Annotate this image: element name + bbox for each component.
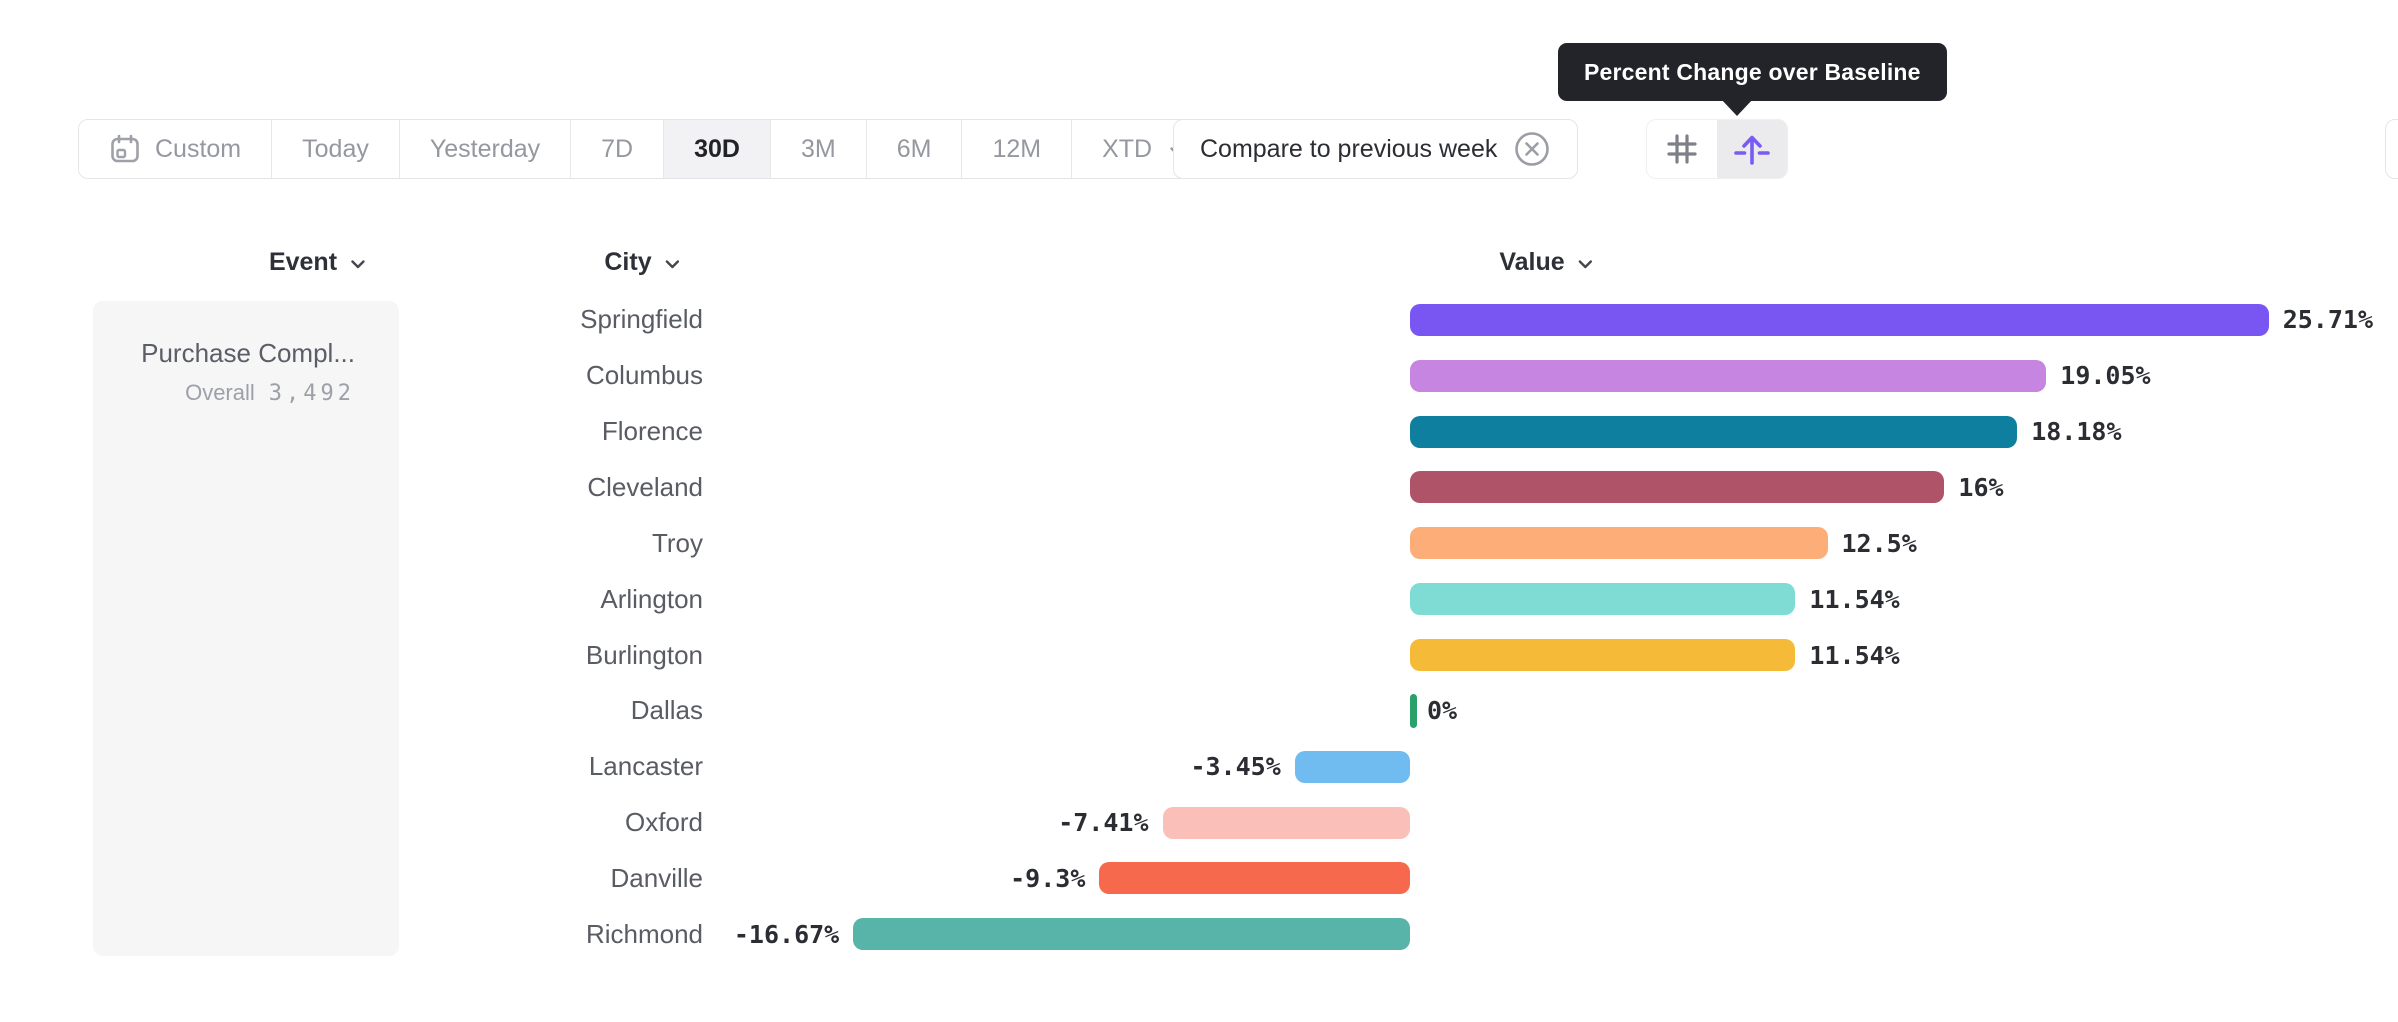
chart-row: Danville -9.3%: [0, 851, 2398, 907]
city-label: Cleveland: [587, 471, 703, 502]
chart-row: Springfield 25.71%: [0, 292, 2398, 348]
value-label: 0%: [1427, 696, 1458, 726]
value-bar[interactable]: [1410, 527, 1828, 560]
city-label: Troy: [651, 527, 703, 558]
event-title: Purchase Compl...: [141, 338, 355, 368]
value-label: -3.45%: [1190, 752, 1281, 782]
date-range-7d[interactable]: 7D: [571, 120, 665, 178]
value-bar[interactable]: [1410, 583, 1796, 616]
city-label: Columbus: [585, 360, 703, 391]
city-label: Springfield: [580, 304, 703, 335]
date-range-label: 12M: [992, 134, 1042, 163]
date-range-label: 6M: [896, 134, 932, 163]
event-overall-row: Overall 3,492: [113, 380, 355, 406]
column-header-city-label: City: [604, 247, 652, 276]
baseline-arrow-icon: [1732, 129, 1772, 169]
calendar-icon: [109, 133, 141, 165]
value-bar[interactable]: [1099, 862, 1410, 895]
date-range-12m[interactable]: 12M: [962, 120, 1073, 178]
column-header-event-label: Event: [268, 247, 338, 276]
value-bar[interactable]: [1162, 806, 1410, 839]
event-panel[interactable]: Purchase Compl... Overall 3,492: [93, 301, 399, 956]
chart-row: Columbus 19.05%: [0, 348, 2398, 404]
date-range-label: 3M: [800, 134, 836, 163]
chart-row: Arlington 11.54%: [0, 571, 2398, 627]
city-label: Arlington: [600, 583, 703, 614]
value-bar[interactable]: [1410, 693, 1417, 728]
city-label: Danville: [610, 862, 704, 893]
chevron-down-icon: [1578, 260, 1593, 269]
city-label: Burlington: [585, 639, 703, 670]
value-label: 11.54%: [1809, 584, 1900, 614]
value-bar[interactable]: [1294, 750, 1410, 783]
city-label: Lancaster: [588, 751, 703, 782]
value-label: 12.5%: [1841, 528, 1917, 558]
grid-view-button[interactable]: [1647, 120, 1717, 178]
value-bar[interactable]: [853, 918, 1410, 951]
edge-partial-button[interactable]: [2385, 119, 2398, 179]
value-bar[interactable]: [1410, 303, 2269, 336]
event-overall-label: Overall: [185, 379, 255, 405]
event-overall-value: 3,492: [268, 380, 355, 406]
value-bar[interactable]: [1410, 471, 1945, 504]
column-header-value[interactable]: Value: [1499, 246, 1596, 278]
chart-row: Dallas 0%: [0, 683, 2398, 739]
date-range-label: XTD: [1102, 134, 1153, 163]
date-range-label: Custom: [155, 134, 242, 163]
chart-row: Richmond -16.67%: [0, 906, 2398, 962]
column-header-event[interactable]: Event: [269, 246, 369, 278]
value-label: 16%: [1958, 472, 2004, 502]
date-range-label: 7D: [601, 134, 634, 163]
column-header-city[interactable]: City: [604, 246, 683, 278]
date-range-today[interactable]: Today: [272, 120, 400, 178]
tooltip: Percent Change over Baseline: [1558, 43, 1947, 101]
value-label: -7.41%: [1058, 808, 1149, 838]
date-range-custom[interactable]: Custom: [79, 120, 273, 178]
column-header-value-label: Value: [1499, 247, 1565, 276]
date-range-selector: Custom Today Yesterday 7D 30D 3M 6M 12M XTD: [78, 119, 1220, 179]
chart-row: Lancaster -3.45%: [0, 739, 2398, 795]
chevron-down-icon: [665, 260, 680, 269]
value-label: 19.05%: [2060, 361, 2151, 391]
value-bar[interactable]: [1410, 415, 2018, 448]
value-label: 25.71%: [2282, 305, 2374, 335]
value-label: 18.18%: [2031, 417, 2122, 447]
city-label: Dallas: [630, 695, 703, 726]
date-range-6m[interactable]: 6M: [866, 120, 963, 178]
date-range-3m[interactable]: 3M: [770, 120, 867, 178]
value-label: -9.3%: [1010, 863, 1086, 893]
date-range-label: Yesterday: [429, 134, 541, 163]
chart-row: Cleveland 16%: [0, 460, 2398, 516]
toolbar: Custom Today Yesterday 7D 30D 3M 6M 12M XTD Comp…: [0, 119, 2398, 179]
baseline-view-button[interactable]: [1717, 120, 1787, 178]
chart-row: Florence 18.18%: [0, 404, 2398, 460]
date-range-30d[interactable]: 30D: [664, 120, 771, 178]
chart-row: Burlington 11.54%: [0, 627, 2398, 683]
compare-chip[interactable]: Compare to previous week: [1173, 119, 1579, 179]
date-range-label: 30D: [694, 134, 740, 163]
chart-row: Troy 12.5%: [0, 515, 2398, 571]
tooltip-arrow: [1721, 99, 1753, 116]
x-circle-icon[interactable]: [1513, 130, 1551, 168]
city-label: Florence: [601, 416, 703, 447]
tooltip-text: Percent Change over Baseline: [1584, 58, 1921, 85]
chart-view-toggle-group: [1646, 119, 1788, 179]
value-bar[interactable]: [1410, 359, 2047, 392]
date-range-label: Today: [302, 134, 369, 163]
value-label: 11.54%: [1809, 640, 1900, 670]
compare-chip-label: Compare to previous week: [1200, 134, 1498, 163]
chevron-down-icon: [351, 260, 365, 269]
grid-hash-icon: [1663, 130, 1701, 168]
chart-row: Oxford -7.41%: [0, 795, 2398, 851]
city-label: Richmond: [585, 918, 703, 949]
date-range-yesterday[interactable]: Yesterday: [399, 120, 572, 178]
value-label: -16.67%: [733, 919, 840, 949]
city-label: Oxford: [624, 807, 703, 838]
value-bar[interactable]: [1410, 639, 1796, 672]
